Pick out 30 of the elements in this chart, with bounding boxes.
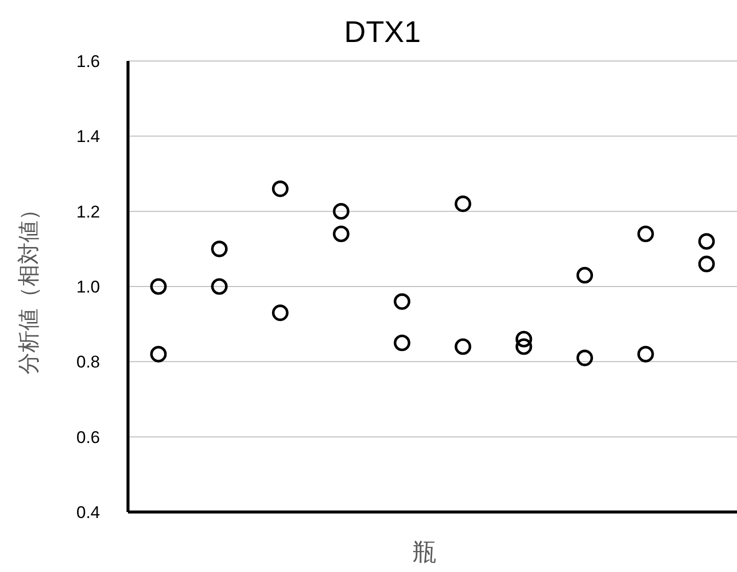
point bbox=[211, 278, 228, 295]
y-axis-title: 分析値（相対値） bbox=[16, 198, 41, 374]
point bbox=[576, 350, 594, 366]
point bbox=[637, 226, 654, 242]
point bbox=[454, 196, 472, 212]
y-tick-label: 1.4 bbox=[76, 127, 100, 146]
y-tick-label: 0.8 bbox=[76, 352, 100, 372]
point bbox=[211, 240, 228, 258]
point bbox=[454, 338, 472, 355]
y-tick-label: 0.4 bbox=[76, 503, 100, 522]
y-tick-label: 1.2 bbox=[76, 202, 100, 222]
x-axis-title: 瓶 bbox=[412, 539, 436, 566]
point bbox=[576, 266, 594, 284]
y-tick-label: 1.0 bbox=[76, 278, 100, 296]
point bbox=[698, 233, 715, 250]
chart-title: DTX1 bbox=[344, 16, 421, 49]
point bbox=[516, 330, 532, 348]
point bbox=[332, 203, 350, 220]
y-tick-label: 1.6 bbox=[76, 52, 100, 71]
point bbox=[394, 293, 410, 310]
point bbox=[698, 256, 715, 272]
point bbox=[516, 338, 532, 355]
point bbox=[272, 180, 289, 198]
point bbox=[332, 226, 350, 242]
point bbox=[272, 304, 289, 322]
point bbox=[150, 346, 167, 362]
point bbox=[150, 278, 167, 295]
point bbox=[394, 334, 410, 352]
point bbox=[637, 346, 654, 362]
y-tick-label: 0.6 bbox=[76, 428, 100, 447]
